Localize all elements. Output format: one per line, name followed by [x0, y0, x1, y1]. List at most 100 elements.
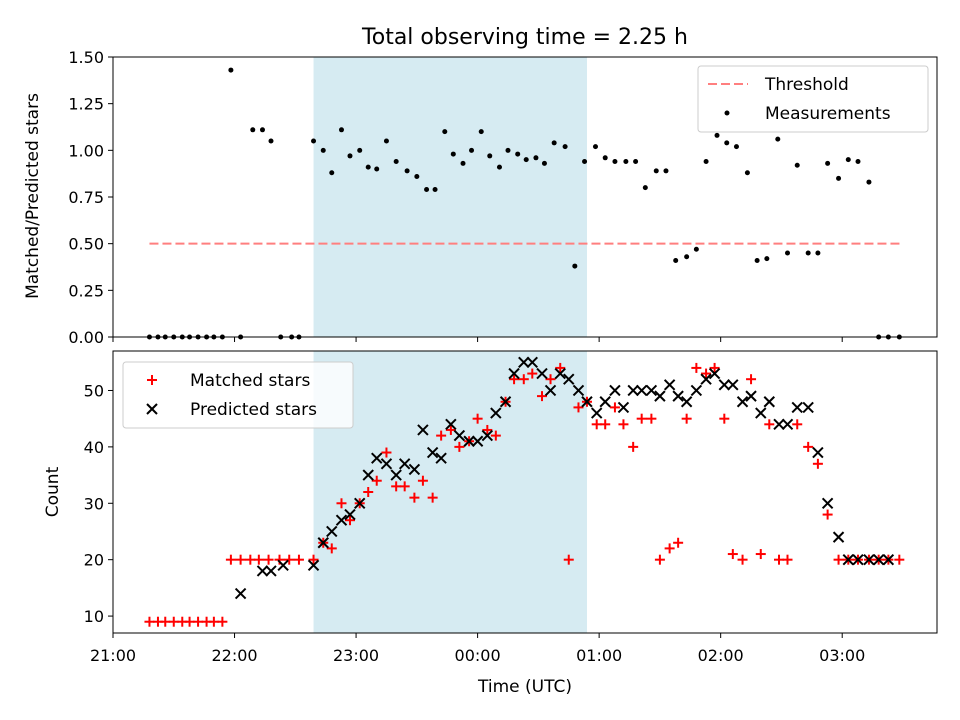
matched-star-point [822, 509, 833, 520]
matched-star-point [646, 413, 657, 424]
matched-star-point [701, 368, 712, 379]
predicted-star-point [499, 396, 512, 408]
measurement-point [478, 129, 484, 135]
x-tick-label: 02:00 [698, 646, 744, 665]
predicted-star-point [727, 379, 739, 391]
measurement-point [805, 250, 811, 256]
matched-star-point [217, 616, 228, 627]
predicted-star-point [471, 435, 484, 447]
predicted-star-point [354, 497, 366, 509]
predicted-star-point [490, 407, 502, 419]
matched-star-point [894, 554, 905, 565]
predicted-star-point [763, 396, 775, 408]
bottom-y-tick-label: 50 [84, 381, 104, 400]
matched-star-point [472, 413, 483, 424]
predicted-star-point [755, 407, 767, 419]
predicted-star-point [708, 367, 721, 380]
matched-star-point [284, 554, 295, 565]
measurement-point [533, 155, 539, 161]
predicted-star-point [635, 384, 648, 397]
measurement-point [754, 257, 760, 263]
matched-star-point [727, 549, 738, 560]
bottom-shaded-interval [313, 351, 587, 633]
measurement-point [460, 160, 466, 166]
predicted-star-point [417, 424, 429, 436]
predicted-star-point [654, 390, 666, 402]
predicted-star-point [617, 401, 630, 414]
measurement-point [383, 138, 389, 144]
predicted-star-point [745, 390, 757, 402]
predicted-star-point [863, 553, 875, 566]
predicted-star-point [518, 356, 530, 368]
top-panel: 0.00 0.25 0.50 0.75 1.00 1.25 1.50 Matched/Pre… [23, 48, 938, 347]
matched-star-point [436, 430, 447, 441]
predicted-star-point [362, 469, 374, 481]
matched-star-point [344, 515, 355, 526]
matched-star-point [812, 458, 823, 469]
predicted-star-point [572, 384, 585, 397]
measurement-point [311, 138, 317, 144]
measurement-point [469, 147, 475, 153]
measurement-point [693, 246, 699, 252]
predicted-star-point [718, 379, 731, 391]
bottom-y-axis-label: Count [43, 466, 63, 517]
matched-star-point [792, 419, 803, 430]
matched-star-point [600, 419, 611, 430]
measurement-point [623, 159, 629, 165]
matched-star-point [764, 419, 775, 430]
matched-star-point [253, 554, 264, 565]
top-legend: Threshold Measurements [697, 65, 929, 133]
measurement-point [523, 157, 529, 163]
x-tick-label: 22:00 [211, 646, 257, 665]
matched-star-point [293, 554, 304, 565]
matched-star-point [445, 424, 456, 435]
measurement-point [450, 151, 456, 157]
measurement-point [703, 159, 709, 165]
measurement-point [785, 250, 791, 256]
predicted-star-point [463, 435, 475, 447]
measurement-point [505, 147, 511, 153]
matched-star-point [591, 419, 602, 430]
predicted-star-point [700, 373, 712, 385]
matched-stars-series [144, 362, 905, 627]
top-y-tick-label: 0.75 [68, 188, 104, 207]
measurement-point [866, 179, 872, 185]
top-axes-frame [112, 56, 938, 338]
matched-star-point [225, 554, 236, 565]
measurement-point [228, 67, 234, 73]
matched-star-point [208, 616, 219, 627]
matched-star-point [563, 554, 574, 565]
bottom-axes-frame [112, 350, 938, 634]
x-tick-label: 01:00 [576, 646, 622, 665]
predicted-star-point [680, 396, 693, 408]
x-tick-label: 23:00 [333, 646, 379, 665]
matched-star-point [833, 554, 844, 565]
top-y-tick-label: 0.50 [68, 235, 104, 254]
bottom-legend: Matched stars Predicted stars [122, 361, 354, 429]
measurement-point [714, 132, 720, 138]
bottom-y-tick-label: 20 [84, 551, 104, 570]
measurement-point [338, 127, 344, 133]
predicted-star-point [371, 452, 383, 464]
predicted-star-point [791, 401, 803, 414]
bottom-y-axis-ticks: 10 20 30 40 50 [84, 381, 113, 626]
measurement-point [684, 254, 690, 260]
predicted-star-point [426, 446, 439, 459]
measurement-point [424, 187, 430, 193]
matched-star-point [737, 554, 748, 565]
chart-title: Total observing time = 2.25 h [361, 25, 688, 50]
matched-star-point [545, 374, 556, 385]
predicted-star-point [781, 418, 794, 431]
predicted-star-point [453, 429, 466, 442]
measurement-point [442, 129, 448, 135]
x-tick-label: 03:00 [819, 646, 865, 665]
measurement-point [487, 153, 493, 159]
predicted-star-point [344, 508, 356, 521]
predicted-star-point [544, 384, 557, 397]
measurement-point [496, 164, 502, 170]
predicted-star-point [335, 514, 348, 526]
predicted-star-point [307, 559, 320, 572]
measurement-point [329, 170, 335, 176]
matched-star-point [555, 362, 566, 373]
measurement-point [815, 250, 821, 256]
